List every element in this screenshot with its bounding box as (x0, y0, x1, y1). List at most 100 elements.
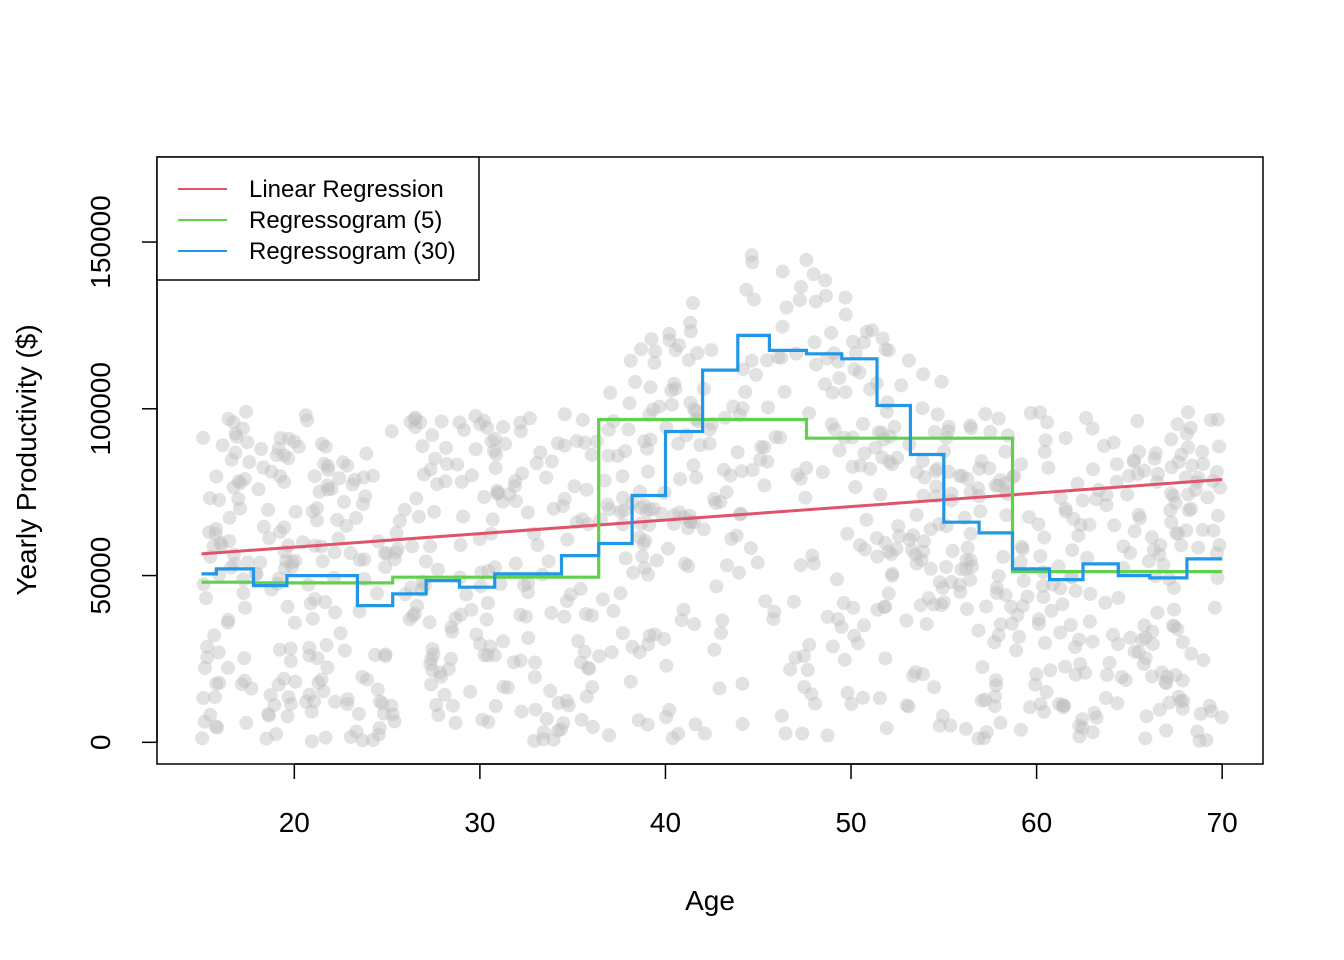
scatter-point (202, 525, 217, 540)
scatter-point (884, 547, 899, 562)
scatter-point (287, 434, 302, 449)
scatter-point (285, 555, 300, 570)
scatter-point (1126, 453, 1141, 468)
scatter-point (631, 713, 646, 728)
scatter-point (233, 475, 248, 490)
scatter-point (640, 717, 655, 732)
scatter-point (827, 422, 842, 437)
scatter-point (1154, 665, 1169, 680)
scatter-point (1181, 503, 1196, 518)
scatter-point (450, 457, 465, 472)
scatter-point (732, 565, 746, 580)
scatter-point (328, 694, 343, 709)
scatter-point (390, 541, 405, 556)
scatter-point (577, 644, 592, 659)
scatter-point (493, 577, 508, 591)
scatter-point (343, 729, 358, 744)
scatter-point (415, 439, 430, 454)
scatter-point (927, 424, 942, 439)
scatter-point (352, 604, 367, 619)
scatter-point (604, 645, 619, 660)
scatter-point (988, 689, 1003, 704)
scatter-point (196, 577, 211, 592)
scatter-point (197, 661, 212, 675)
scatter-point (1031, 517, 1046, 532)
scatter-point (714, 625, 728, 640)
scatter-point (688, 404, 703, 419)
scatter-point (1110, 696, 1125, 711)
scatter-point (610, 448, 625, 463)
scatter-point (1085, 421, 1100, 436)
scatter-point (736, 362, 750, 377)
scatter-point (1210, 571, 1225, 585)
x-axis: 20 30 40 50 60 70 (279, 763, 1238, 838)
scatter-point (936, 595, 951, 610)
scatter-point (472, 531, 487, 546)
scatter-point (878, 599, 893, 614)
legend-label: Regressogram (30) (249, 238, 456, 265)
scatter-point (262, 708, 276, 723)
scatter-point (405, 608, 420, 623)
scatter-point (1013, 555, 1028, 570)
scatter-point (646, 502, 661, 516)
scatter-point (1163, 503, 1178, 518)
scatter-point (646, 402, 661, 417)
scatter-point (1118, 673, 1133, 688)
scatter-point (934, 374, 949, 389)
scatter-point (464, 602, 479, 617)
scatter-point (1020, 589, 1035, 604)
scatter-point (945, 543, 960, 558)
scatter-point (351, 706, 366, 721)
scatter-point (1111, 637, 1126, 651)
scatter-point (824, 325, 839, 340)
scatter-point (852, 365, 867, 380)
scatter-point (944, 486, 959, 501)
scatter-point (870, 549, 885, 564)
scatter-point (1023, 406, 1038, 420)
scatter-point (1014, 722, 1028, 737)
scatter-point (321, 482, 335, 497)
scatter-point (554, 722, 568, 737)
scatter-point (667, 376, 682, 391)
scatter-point (621, 422, 636, 437)
scatter-point (410, 598, 424, 613)
y-tick-label: 100000 (85, 362, 116, 455)
scatter-point (668, 343, 683, 358)
scatter-point (527, 733, 542, 748)
scatter-point (1102, 655, 1117, 670)
scatter-point (998, 588, 1013, 603)
scatter-point (481, 563, 496, 578)
scatter-point (1015, 598, 1030, 613)
scatter-point (848, 480, 863, 494)
scatter-point (277, 474, 292, 489)
scatter-point (915, 401, 930, 416)
scatter-point (1203, 413, 1218, 428)
scatter-point (533, 445, 548, 460)
scatter-point (885, 457, 899, 472)
scatter-point (283, 654, 298, 669)
y-tick-label: 150000 (85, 195, 116, 288)
scatter-point (560, 532, 575, 547)
scatter-point (1175, 635, 1190, 650)
scatter-point (1156, 557, 1171, 572)
scatter-point (739, 282, 754, 297)
scatter-point (935, 709, 950, 723)
scatter-point (671, 436, 686, 451)
scatter-point (960, 602, 974, 616)
scatter-point (1106, 435, 1121, 450)
scatter-point (307, 694, 322, 709)
scatter-point (544, 605, 559, 620)
scatter-point (288, 553, 303, 568)
scatter-point (434, 414, 449, 429)
scatter-point (305, 611, 320, 626)
scatter-point (1009, 643, 1024, 658)
scatter-point (885, 566, 900, 581)
scatter-point (358, 489, 373, 504)
scatter-point (738, 385, 753, 399)
scatter-point (546, 732, 561, 747)
scatter-point (551, 695, 566, 710)
scatter-point (856, 335, 871, 350)
scatter-point (1089, 492, 1104, 507)
scatter-point (569, 434, 584, 449)
scatter-point (527, 670, 542, 684)
